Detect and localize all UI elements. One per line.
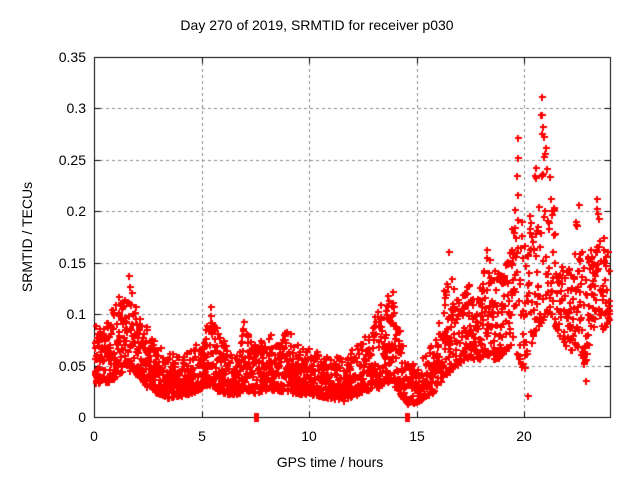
y-tick-label: 0.1	[66, 306, 86, 322]
x-tick-label: 5	[198, 428, 206, 444]
y-tick-label: 0.2	[66, 203, 86, 219]
y-tick-label: 0.15	[58, 255, 86, 271]
x-axis-label: GPS time / hours	[276, 454, 384, 470]
y-tick-label: 0	[78, 409, 86, 425]
y-tick-label: 0.25	[58, 152, 86, 168]
y-tick-label: 0.05	[58, 358, 86, 374]
x-tick-label: 0	[90, 428, 98, 444]
x-tick-label: 10	[301, 428, 317, 444]
chart-title: Day 270 of 2019, SRMTID for receiver p03…	[180, 17, 454, 33]
y-tick-label: 0.35	[58, 49, 86, 65]
x-tick-label: 15	[409, 428, 425, 444]
y-axis-label: SRMTID / TECUs	[19, 181, 35, 293]
y-tick-label: 0.3	[66, 100, 86, 116]
x-tick-label: 20	[516, 428, 532, 444]
